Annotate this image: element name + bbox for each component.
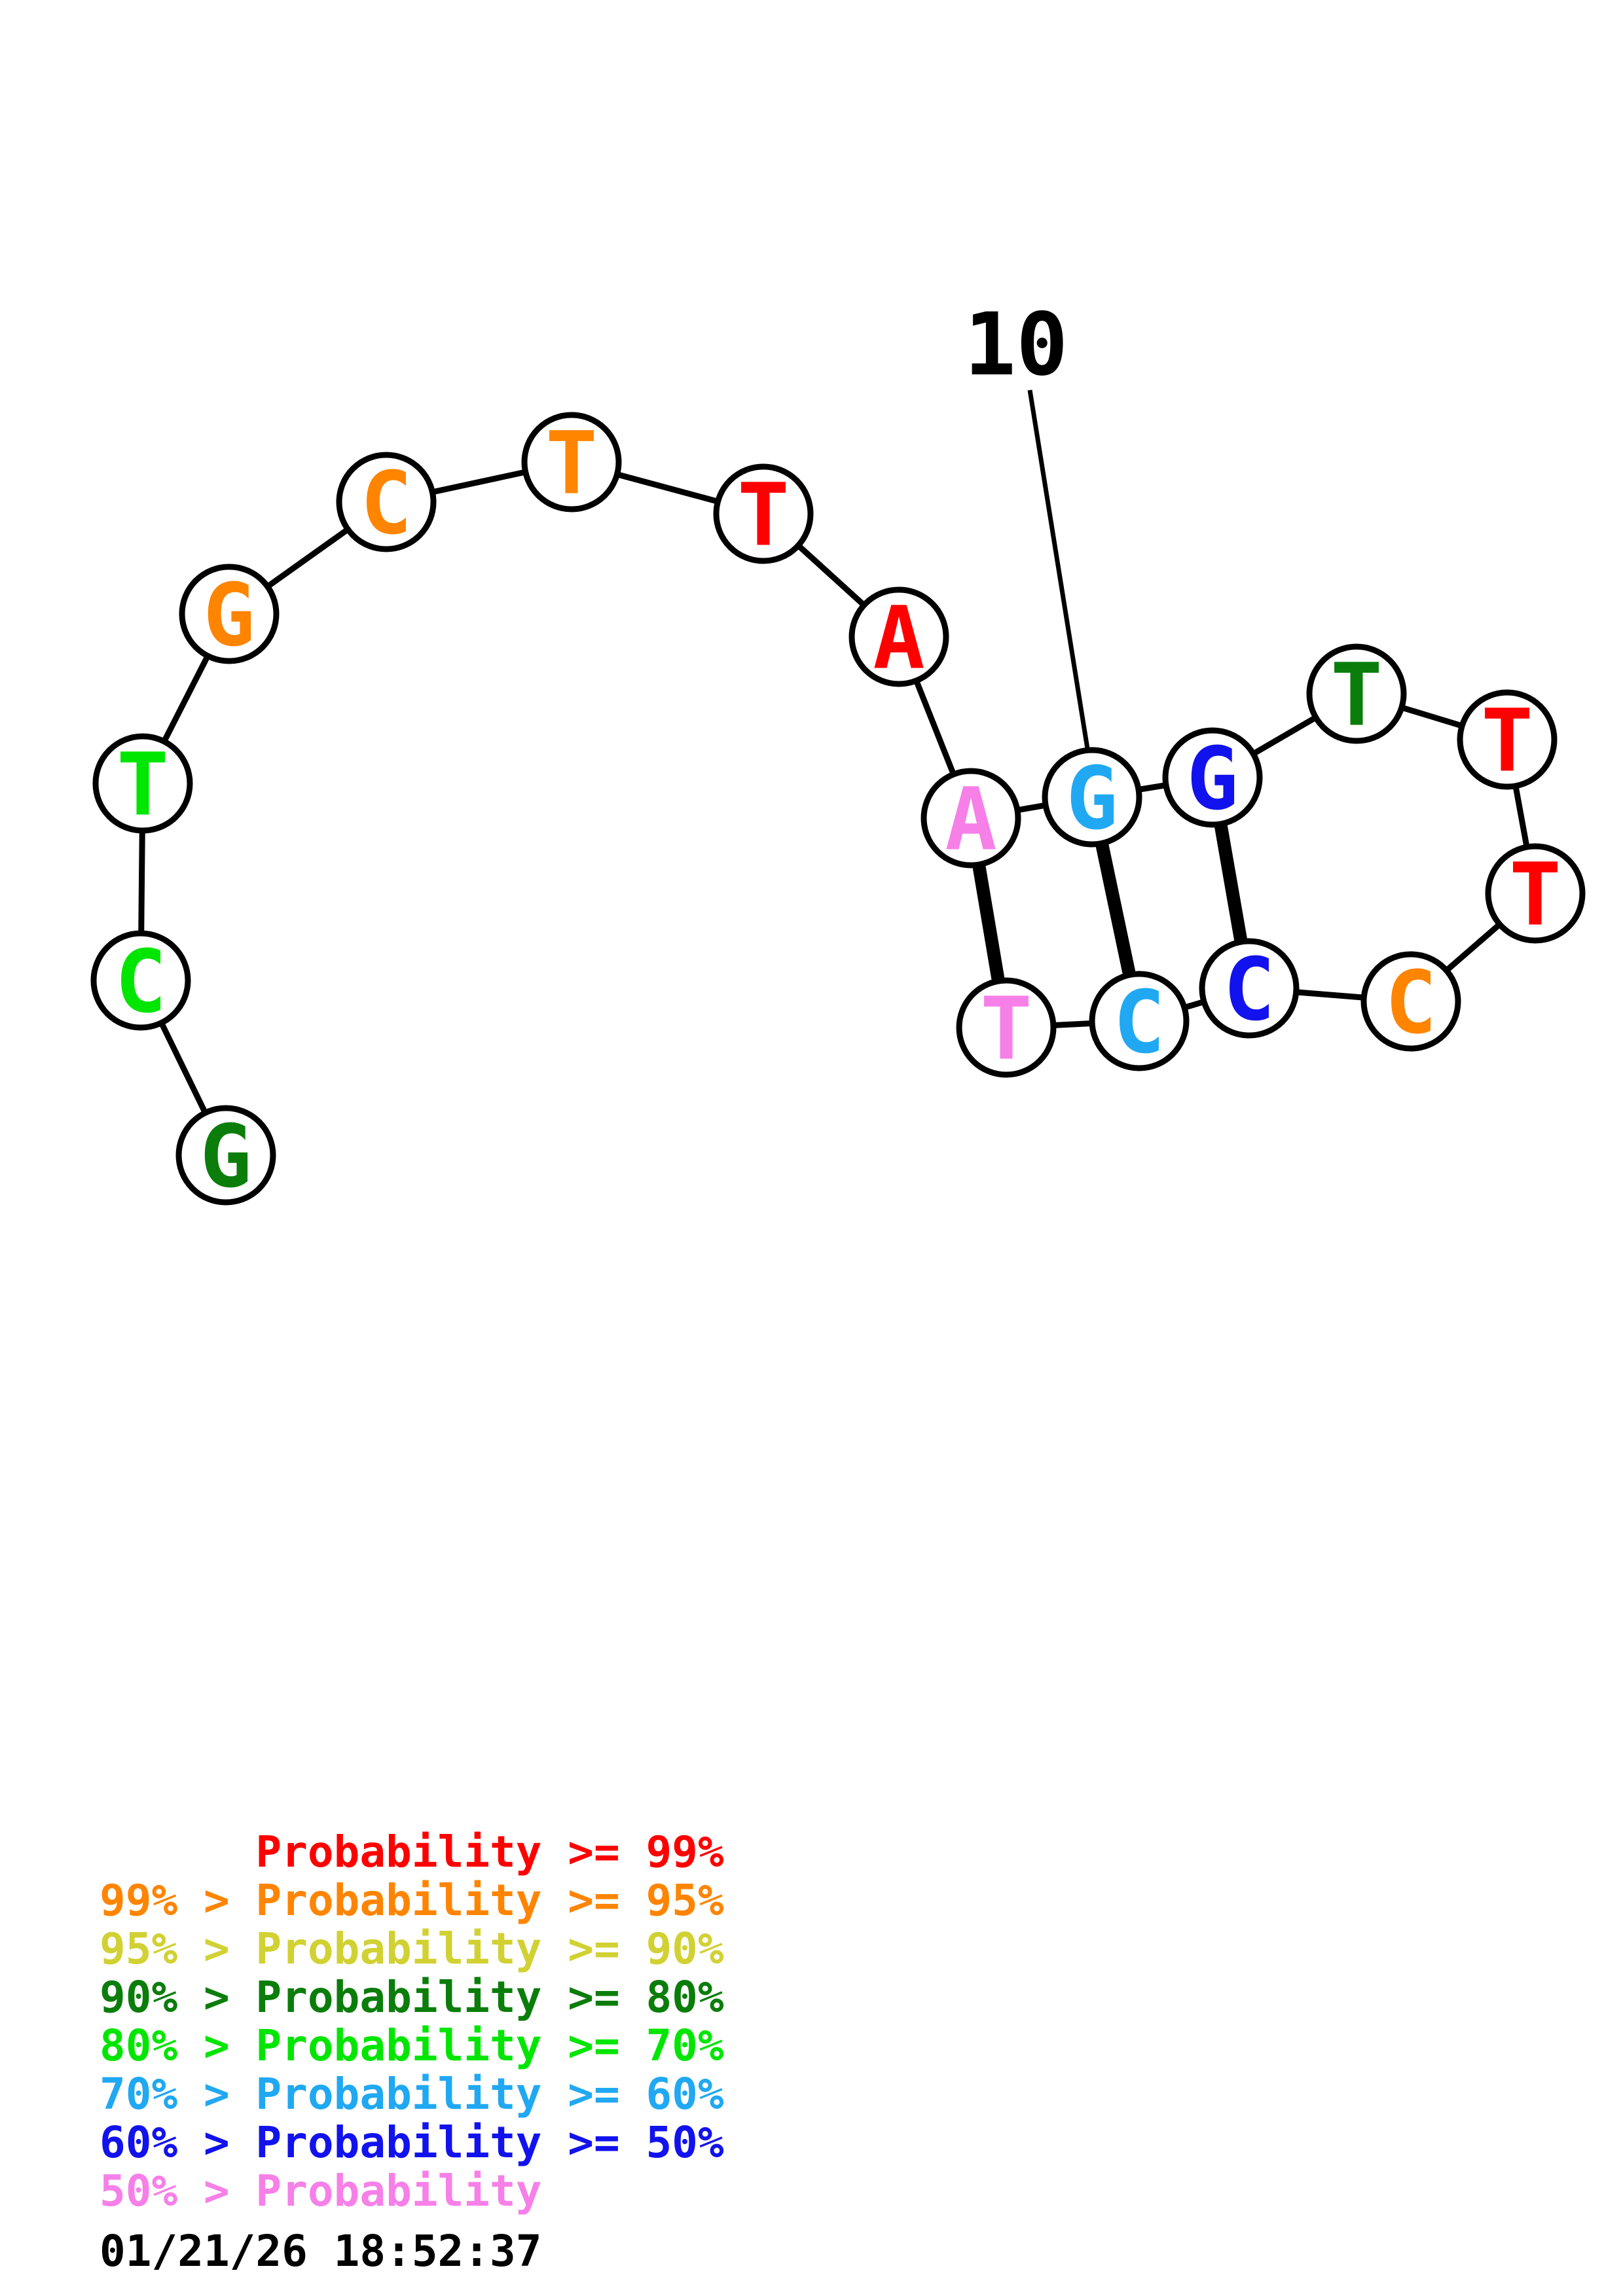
nucleotide-node	[956, 977, 1057, 1078]
nucleotide-node	[713, 463, 814, 564]
nucleotide-node	[1457, 689, 1558, 790]
nucleotide-letter: C	[1223, 940, 1275, 1041]
nucleotide-letter: G	[200, 1107, 251, 1208]
probability-legend: Probability >= 99% 99% > Probability >= 9…	[100, 1828, 724, 2215]
legend-line: 99% > Probability >= 95%	[100, 1875, 724, 1926]
nucleotide-letter: A	[945, 770, 996, 870]
nucleotide-node	[521, 412, 622, 512]
nucleotide-12: T	[1306, 643, 1407, 746]
nucleotide-letter: C	[1113, 973, 1165, 1073]
nucleotide-node	[90, 930, 191, 1031]
nucleotide-node	[848, 586, 949, 687]
nucleotide-node	[336, 452, 437, 552]
nucleotide-letter: T	[1509, 845, 1561, 946]
nucleotide-letter: T	[737, 465, 789, 566]
nucleotide-letter: C	[1385, 953, 1436, 1054]
nucleotide-letter: C	[115, 932, 166, 1033]
nucleotide-1: G	[175, 1105, 276, 1208]
nucleotide-15: C	[1360, 951, 1461, 1054]
position-label-leader-line	[1027, 389, 1091, 753]
nucleotide-8: A	[848, 586, 949, 689]
legend-line: 80% > Probability >= 70%	[100, 2020, 724, 2071]
nucleotide-5: C	[336, 452, 437, 554]
nucleotide-letter: A	[873, 588, 924, 689]
nucleotide-node	[1199, 938, 1300, 1039]
nucleotide-node	[1042, 747, 1142, 848]
nucleotide-letter: G	[1066, 749, 1118, 850]
nucleotide-letter: T	[545, 414, 597, 514]
nucleotide-node	[1360, 951, 1461, 1052]
nucleotide-10: G	[1042, 747, 1142, 850]
nucleotide-letter: T	[1481, 691, 1533, 792]
nucleotide-letter: G	[203, 565, 255, 666]
nucleotide-16: C	[1199, 938, 1300, 1041]
nucleotide-letter: C	[360, 454, 412, 554]
legend-line: 95% > Probability >= 90%	[100, 1924, 724, 1974]
nucleotide-6: T	[521, 412, 622, 514]
nucleotide-7: T	[713, 463, 814, 566]
nucleotide-node	[179, 564, 280, 664]
nucleotide-3: T	[92, 733, 193, 836]
nucleotide-13: T	[1457, 689, 1558, 792]
nucleotide-4: G	[179, 564, 280, 666]
nucleotide-17: C	[1089, 971, 1190, 1073]
nucleotide-letter: G	[1186, 729, 1238, 830]
nucleotide-14: T	[1485, 843, 1586, 946]
nucleotide-letter: T	[117, 735, 168, 836]
nucleotide-node	[1306, 643, 1407, 744]
nucleotide-node	[1485, 843, 1586, 944]
nucleotide-node	[921, 768, 1021, 869]
legend-line: 70% > Probability >= 60%	[100, 2069, 724, 2119]
nucleotide-9: A	[921, 768, 1021, 870]
nucleotide-18: T	[956, 977, 1057, 1080]
nucleotide-2: C	[90, 930, 191, 1033]
legend-line: 50% > Probability	[100, 2166, 542, 2216]
nucleotide-node	[1162, 727, 1263, 828]
nucleotide-11: G	[1162, 727, 1263, 830]
nucleotide-node	[1089, 971, 1190, 1071]
nucleotide-node	[92, 733, 193, 834]
legend-line: 90% > Probability >= 80%	[100, 1972, 724, 2022]
nucleotide-letter: T	[980, 979, 1032, 1080]
nucleotide-letter: T	[1330, 645, 1382, 746]
nucleotide-node	[175, 1105, 276, 1206]
position-label: 10	[964, 295, 1068, 395]
legend-line: Probability >= 99%	[100, 1827, 724, 1877]
timestamp: 01/21/26 18:52:37	[100, 2226, 542, 2276]
legend-line: 60% > Probability >= 50%	[100, 2117, 724, 2168]
